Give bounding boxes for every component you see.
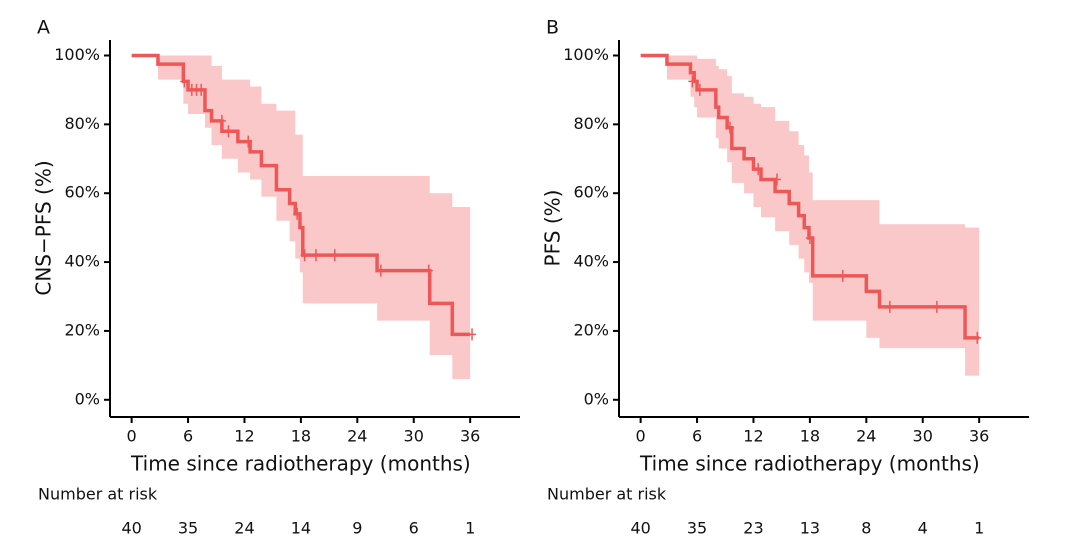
censor-mark [244, 135, 253, 148]
risk-count: 9 [352, 519, 362, 538]
risk-count: 23 [743, 519, 763, 538]
y-tick-label: 40% [64, 252, 100, 271]
x-tick-label: 6 [183, 427, 193, 446]
x-tick-label: 12 [234, 427, 254, 446]
x-tick-label: 24 [856, 427, 876, 446]
y-tick-label: 100% [563, 45, 609, 64]
risk-count: 1 [974, 519, 984, 538]
censor-mark [311, 249, 320, 262]
risk-count: 35 [178, 519, 198, 538]
x-tick-label: 18 [291, 427, 311, 446]
panel: B PFS (%) Time since radiotherapy (months)… [541, 17, 1029, 538]
y-tick-label: 80% [64, 114, 100, 133]
censor-mark [754, 163, 763, 176]
x-axis-title: Time since radiotherapy (months) [130, 452, 471, 476]
panel: A CNS−PFS (%) Time since radiotherapy (mon… [32, 17, 520, 538]
censor-mark [805, 231, 814, 244]
y-axis-title: CNS−PFS (%) [32, 160, 56, 295]
censor-mark [424, 264, 433, 277]
censor-mark [300, 249, 309, 262]
risk-count: 1 [465, 519, 475, 538]
censor-mark [197, 83, 206, 96]
risk-count: 40 [121, 519, 141, 538]
risk-count: 14 [291, 519, 311, 538]
y-tick-label: 60% [573, 183, 609, 202]
risk-count: 40 [630, 519, 650, 538]
y-tick-label: 100% [54, 45, 100, 64]
censor-mark [695, 83, 704, 96]
x-tick-label: 0 [636, 427, 646, 446]
censor-mark [725, 121, 734, 134]
y-tick-label: 40% [573, 252, 609, 271]
y-tick-label: 80% [573, 114, 609, 133]
censor-mark [772, 173, 781, 186]
censor-mark [932, 300, 941, 313]
censor-mark [376, 264, 385, 277]
risk-title: Number at risk [547, 485, 667, 504]
censor-mark [180, 75, 189, 88]
censor-mark [224, 125, 233, 138]
censor-mark [293, 207, 302, 220]
x-tick-label: 30 [913, 427, 933, 446]
y-tick-label: 0% [584, 389, 609, 408]
panel-label: B [546, 17, 559, 39]
risk-count: 4 [918, 519, 928, 538]
x-tick-label: 0 [127, 427, 137, 446]
y-tick-label: 0% [75, 389, 100, 408]
y-tick-label: 20% [573, 320, 609, 339]
x-tick-label: 36 [460, 427, 480, 446]
risk-count: 13 [800, 519, 820, 538]
censor-mark [468, 328, 477, 341]
y-tick-label: 20% [64, 320, 100, 339]
x-tick-label: 18 [800, 427, 820, 446]
x-axis-title: Time since radiotherapy (months) [639, 452, 980, 476]
panel-label: A [37, 17, 50, 39]
censor-mark [330, 249, 339, 262]
censor-mark [838, 269, 847, 282]
risk-count: 8 [861, 519, 871, 538]
survival-line [131, 53, 471, 337]
censor-mark [973, 331, 982, 344]
risk-count: 6 [409, 519, 419, 538]
confidence-band [640, 55, 980, 376]
x-tick-label: 36 [969, 427, 989, 446]
censor-mark [688, 75, 697, 88]
x-tick-label: 30 [404, 427, 424, 446]
x-tick-label: 12 [743, 427, 763, 446]
risk-count: 24 [234, 519, 254, 538]
x-tick-label: 6 [692, 427, 702, 446]
risk-count: 35 [687, 519, 707, 538]
risk-title: Number at risk [38, 485, 158, 504]
x-tick-label: 24 [347, 427, 367, 446]
y-tick-label: 60% [64, 183, 100, 202]
y-axis-title: PFS (%) [541, 190, 565, 267]
censor-mark [885, 300, 894, 313]
censor-mark [217, 114, 226, 127]
